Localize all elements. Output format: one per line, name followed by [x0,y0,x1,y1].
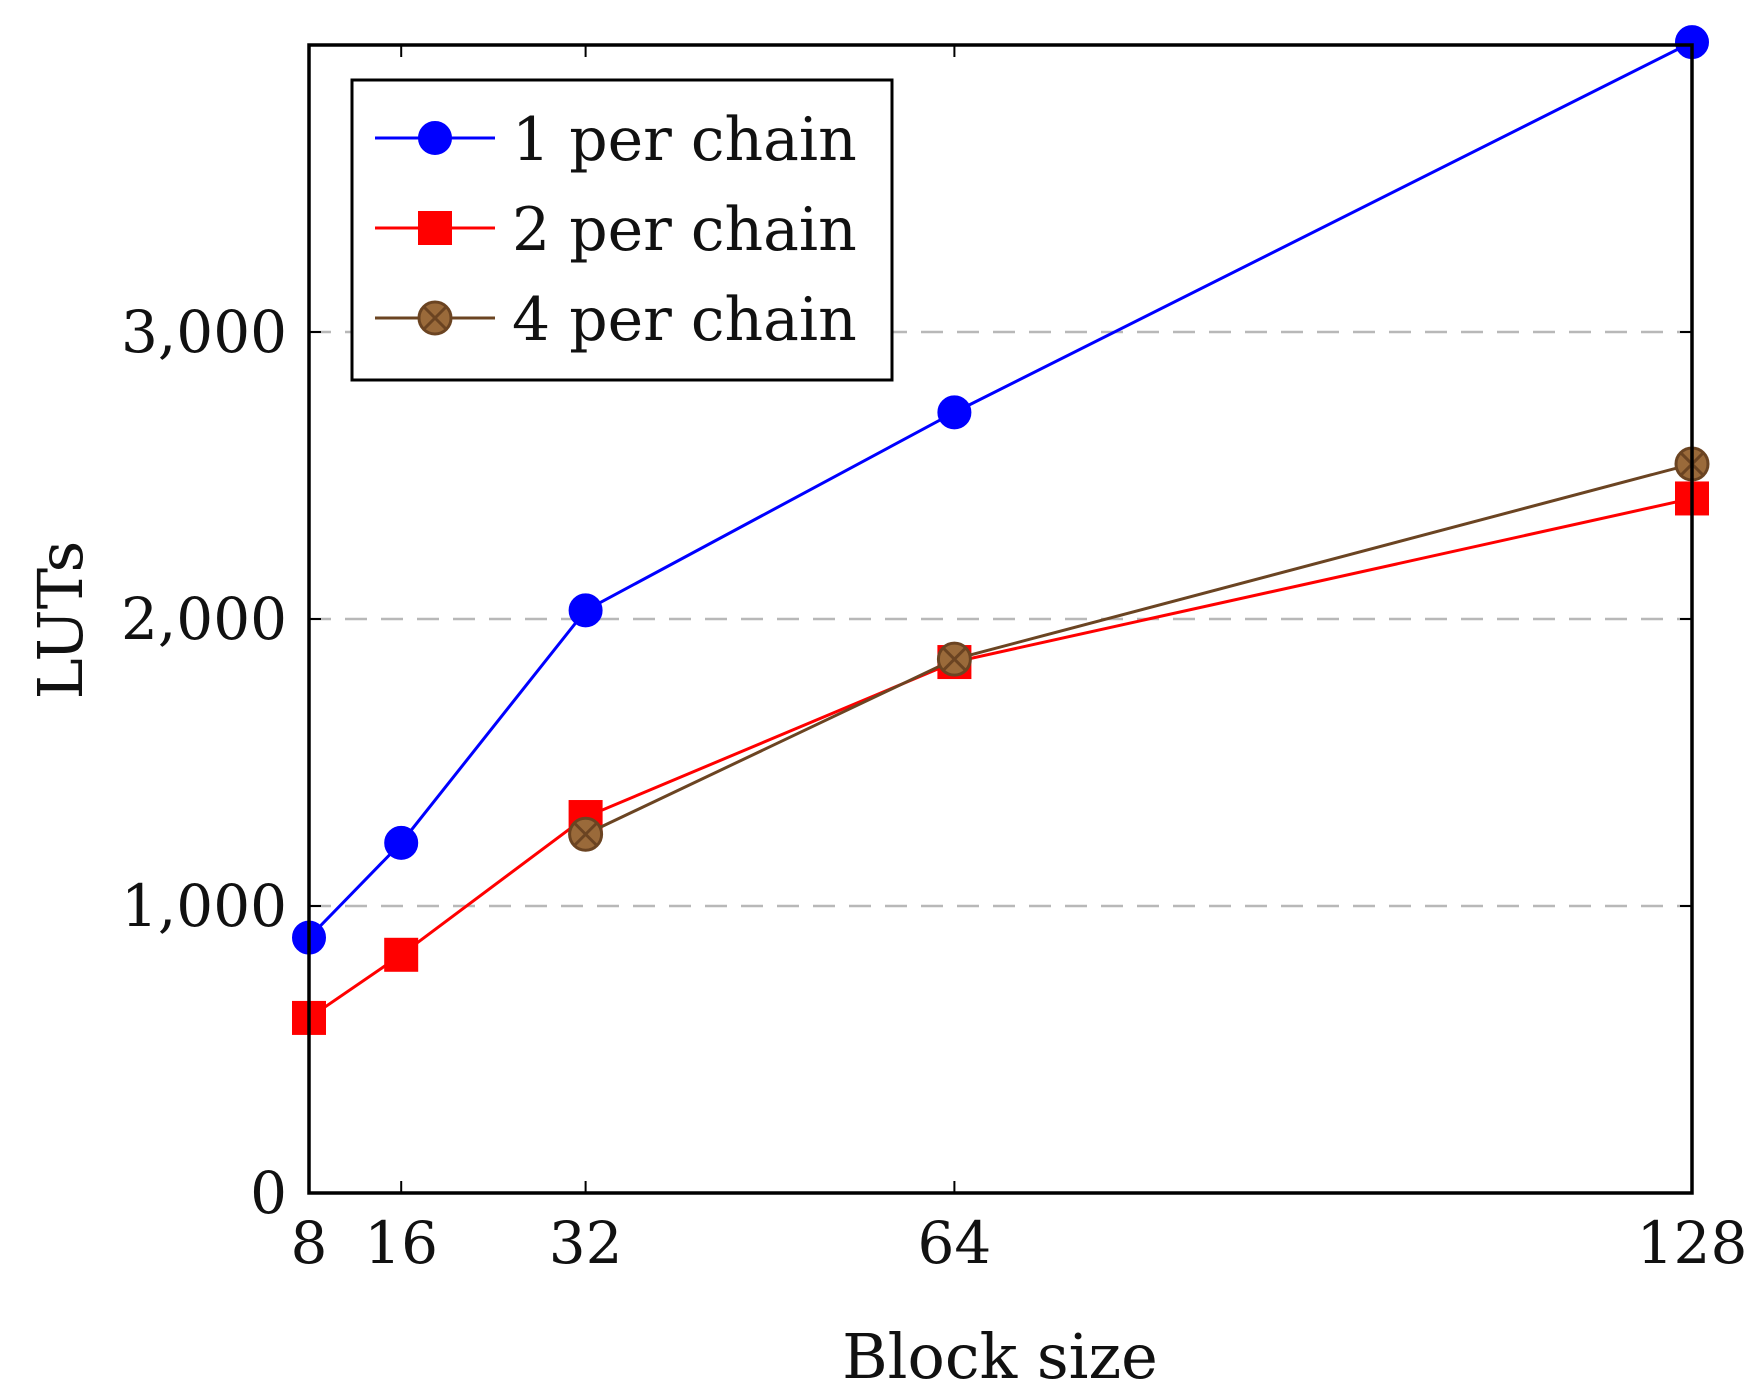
x-tick-label: 64 [917,1209,991,1277]
marker-cross [942,647,967,672]
y-tick-label: 0 [250,1159,287,1227]
data-point [937,395,972,430]
legend-marker [417,300,453,336]
marker-cross [422,305,448,331]
data-point [384,937,419,972]
data-point [384,825,419,860]
y-tick-label: 1,000 [121,872,287,940]
series-2 [292,481,1709,1035]
x-tick-label: 8 [291,1209,328,1277]
y-tick-label: 2,000 [121,585,287,653]
data-point [568,816,604,852]
legend-marker [418,121,452,155]
data-point [568,593,603,628]
y-tick-label: 3,000 [121,298,287,366]
legend-label: 1 per chain [512,105,857,175]
legend-entry: 2 per chain [375,195,857,265]
axis-ticks: 0 1,000 2,000 3,000 8 16 32 64 128 [121,45,1747,1277]
x-tick-label: 32 [549,1209,623,1277]
marker-cross [573,822,598,847]
x-tick-label: 16 [364,1209,438,1277]
legend-marker [418,211,452,245]
data-point [936,641,972,677]
legend: 1 per chain 2 per chain 4 per chain [350,78,894,382]
legend-label: 2 per chain [512,195,857,265]
series-1 [292,25,1709,955]
y-axis-label: LUTs [24,541,97,700]
x-tick-label: 128 [1637,1209,1748,1277]
series-line [308,496,1693,1020]
series-line [584,462,1693,836]
series-3 [568,446,1710,852]
x-axis-label: Block size [842,1320,1158,1393]
legend-entry: 1 per chain [375,105,857,175]
legend-label: 4 per chain [512,285,857,355]
grid-lines [309,330,1692,908]
legend-entry: 4 per chain [375,285,857,355]
